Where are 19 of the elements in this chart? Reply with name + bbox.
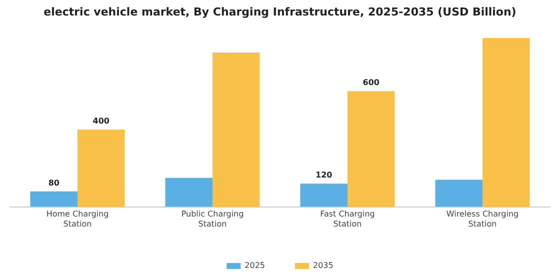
data-label: 400 <box>92 116 110 126</box>
bar <box>30 191 78 207</box>
x-tick-label: Fast Charging Station <box>320 210 375 228</box>
data-label: 80 <box>48 178 60 188</box>
bar <box>482 38 530 207</box>
bar <box>212 52 260 207</box>
chart-title: electric vehicle market, By Charging Infrastructure, 2025-2035 (USD Billion) <box>44 5 516 18</box>
bar <box>435 180 482 207</box>
x-tick-label: Public Charging Station <box>181 210 244 228</box>
bar <box>348 91 395 207</box>
bar <box>78 130 125 207</box>
bar <box>165 178 212 207</box>
legend-label: 2035 <box>313 261 334 270</box>
x-tick-label: Wireless Charging Station <box>446 210 519 228</box>
legend-label: 2025 <box>244 261 265 270</box>
bar <box>300 184 348 207</box>
x-tick-label: Home Charging Station <box>46 210 109 228</box>
data-label: 600 <box>362 78 380 88</box>
data-label: 120 <box>316 170 333 180</box>
